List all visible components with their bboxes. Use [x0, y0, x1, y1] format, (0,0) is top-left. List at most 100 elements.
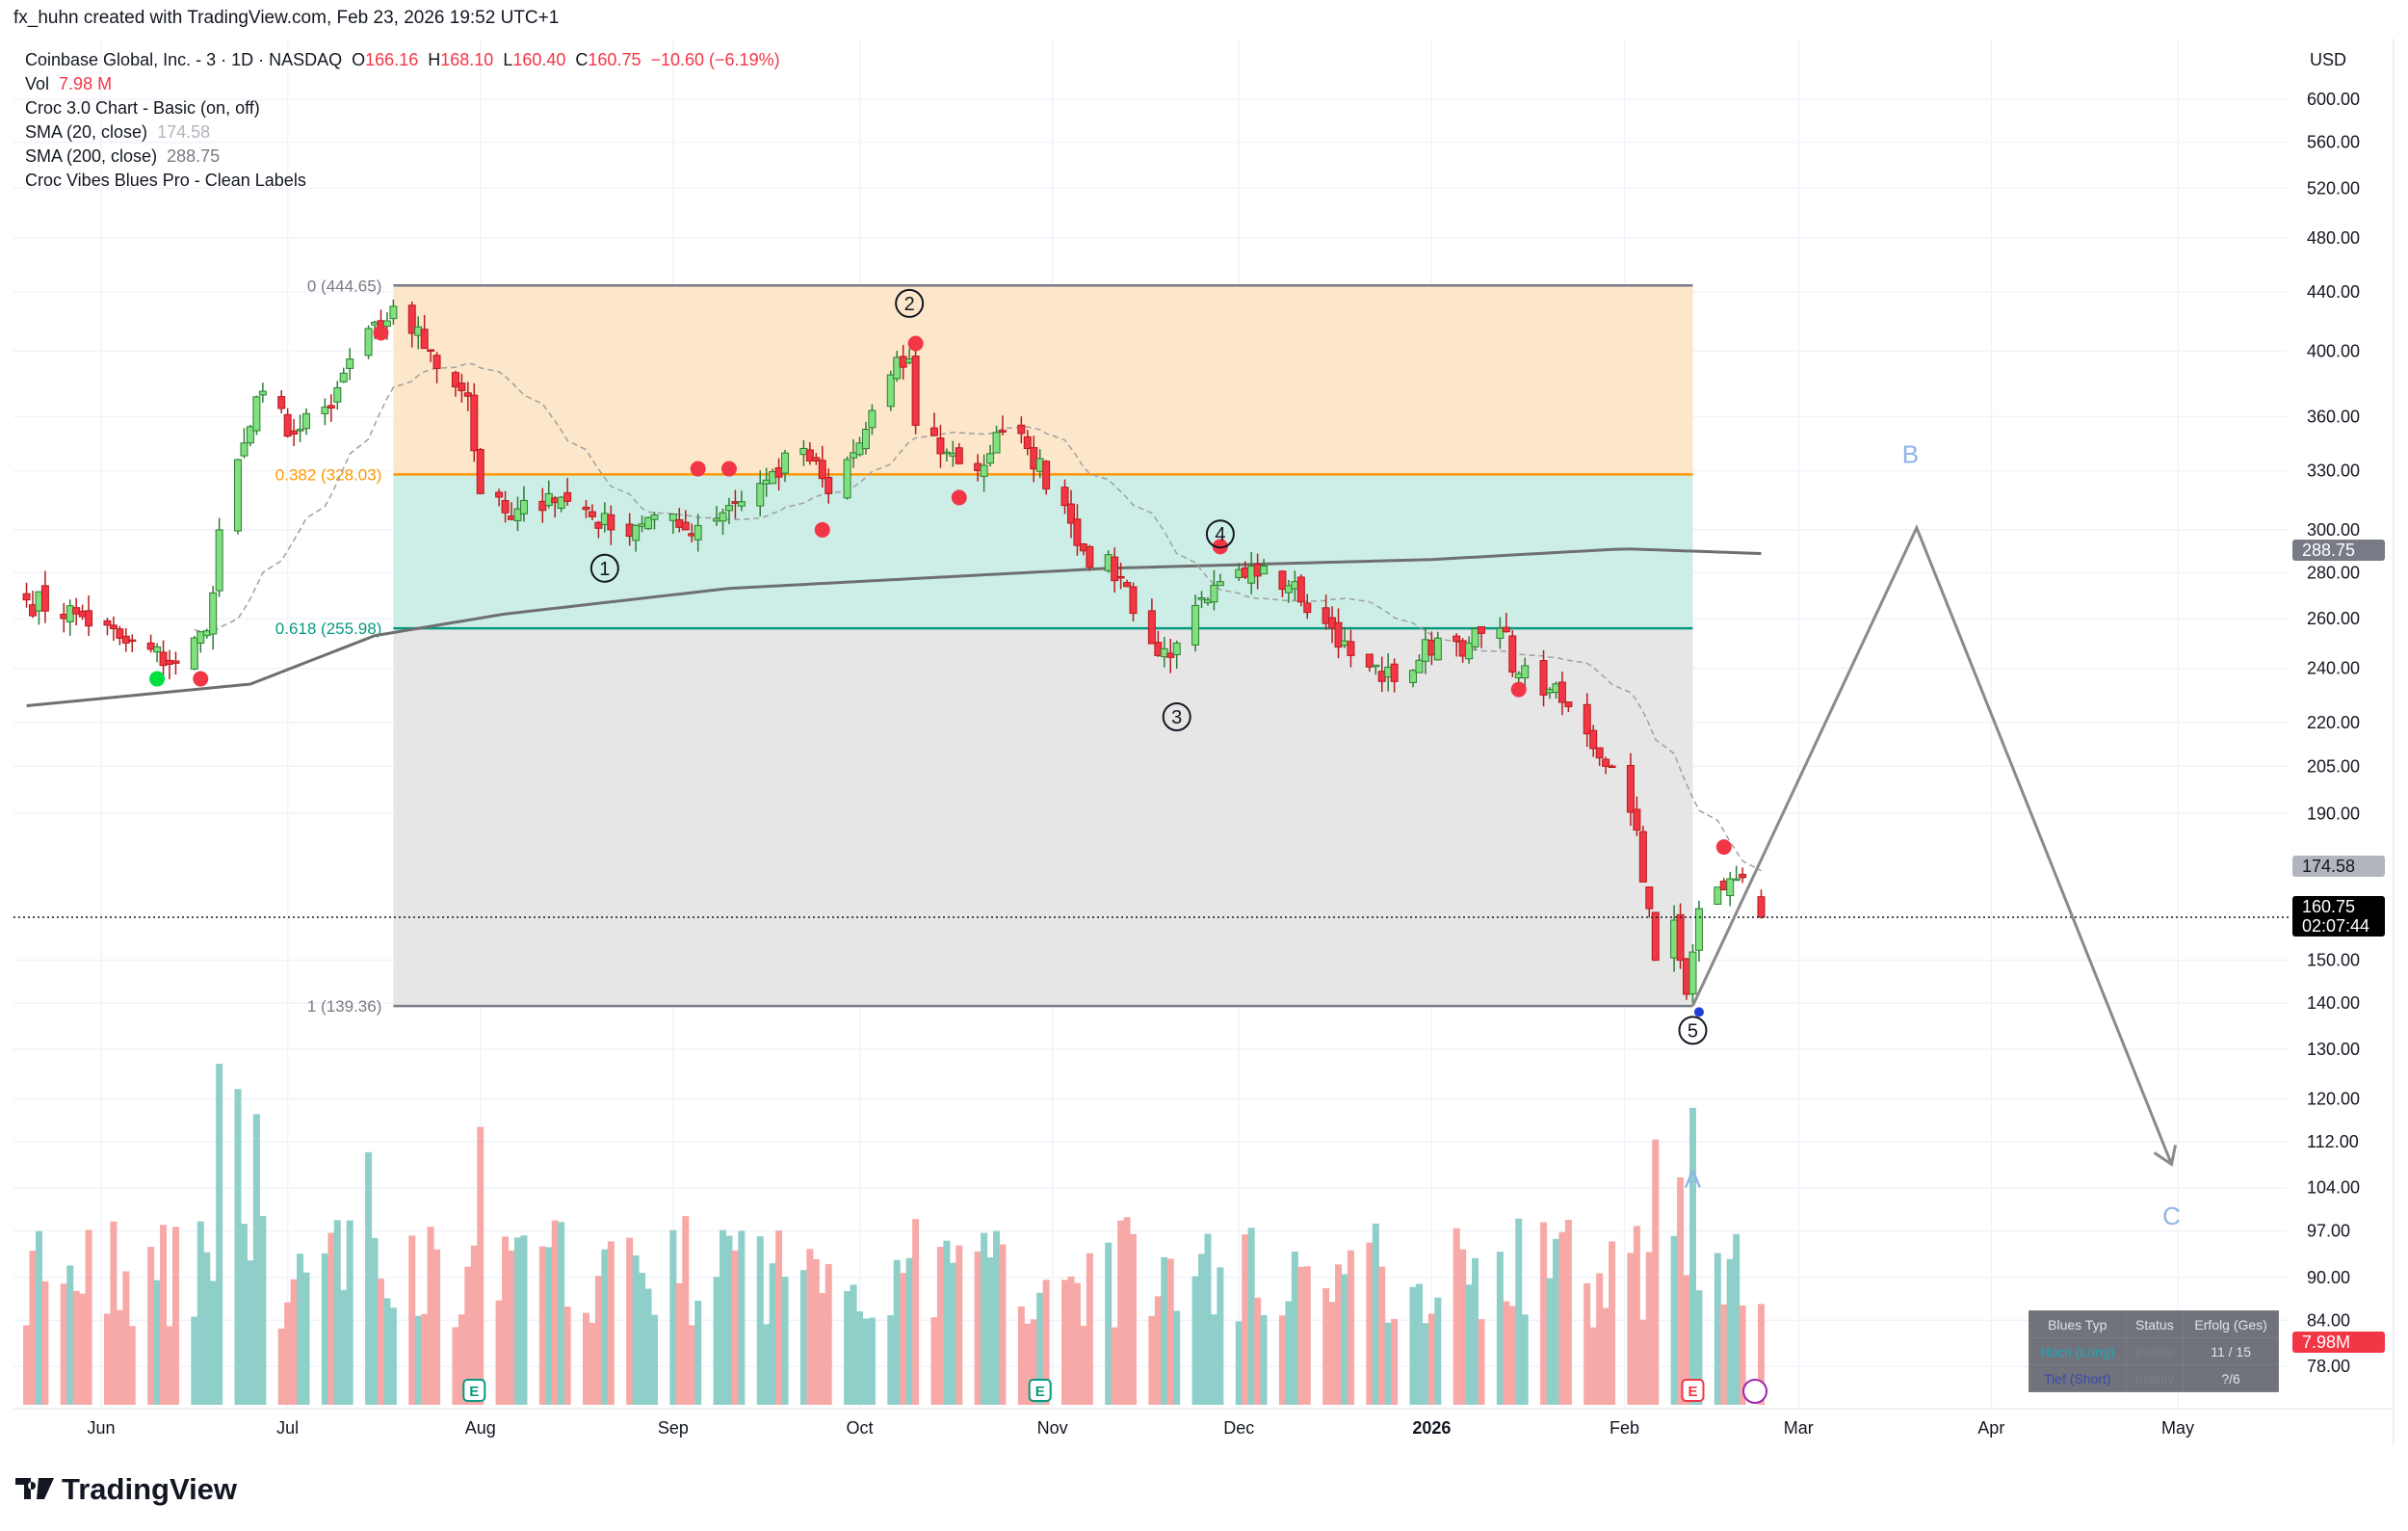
volume-bar — [738, 1230, 746, 1405]
bar-countdown: 02:07:44 — [2302, 916, 2370, 936]
candle-body — [713, 517, 721, 522]
candle — [28, 591, 37, 619]
candle-body — [737, 501, 746, 507]
volume-bar — [1242, 1234, 1249, 1405]
symbol-ohlc-row[interactable]: Coinbase Global, Inc. - 3 · 1D · NASDAQ … — [25, 48, 780, 72]
candle-body — [463, 392, 472, 397]
candle — [85, 594, 93, 636]
tradingview-logo[interactable]: TradingView — [15, 1472, 237, 1507]
earnings-icon[interactable]: E — [1028, 1379, 1052, 1402]
currency-label[interactable]: USD — [2310, 50, 2347, 69]
candle-body — [1726, 878, 1735, 897]
volume-bar — [1478, 1319, 1485, 1405]
indicator-croc-vibes[interactable]: Croc Vibes Blues Pro - Clean Labels — [25, 171, 306, 190]
candle-body — [769, 471, 777, 485]
candle-body — [781, 452, 790, 474]
sma200-label: SMA (200, close) — [25, 146, 158, 166]
volume-bar — [713, 1277, 720, 1405]
volume-bar — [1024, 1323, 1032, 1405]
candle-body — [240, 442, 249, 457]
volume-bar — [23, 1325, 31, 1405]
sma200-price-tag: 288.75 — [2292, 540, 2385, 561]
candle-body — [327, 405, 335, 409]
volume-bar — [1173, 1310, 1181, 1405]
volume-bar — [1609, 1241, 1616, 1405]
volume-bar — [1465, 1284, 1473, 1405]
candle-body — [1415, 659, 1424, 673]
volume-bar — [688, 1325, 695, 1405]
candle-body — [1166, 652, 1175, 658]
candle-body — [986, 453, 995, 464]
time-tick-label: Dec — [1223, 1418, 1254, 1438]
candle-body — [1377, 671, 1386, 682]
volume-bar — [408, 1235, 416, 1405]
tradingview-logo-icon — [15, 1478, 54, 1499]
candle-body — [290, 430, 299, 436]
candle — [252, 395, 261, 436]
earnings-icon[interactable]: E — [462, 1379, 486, 1402]
candle — [470, 383, 479, 462]
volume-bar — [1391, 1318, 1399, 1405]
indicator-croc-chart[interactable]: Croc 3.0 Chart - Basic (on, off) — [25, 98, 260, 118]
volume-bar — [1564, 1220, 1572, 1405]
signal-dot — [951, 489, 967, 506]
price-tick-label: 400.00 — [2307, 342, 2360, 361]
candle-body — [1421, 639, 1429, 662]
price-tick-label: 97.00 — [2307, 1222, 2350, 1241]
volume-bar — [582, 1312, 589, 1405]
candle — [1465, 636, 1474, 664]
candle-body — [1322, 607, 1330, 624]
candle-body — [1247, 566, 1256, 584]
candle-body — [1521, 665, 1530, 679]
time-tick-label: Sep — [658, 1418, 689, 1438]
volume-bar — [1757, 1304, 1765, 1405]
candle-body — [861, 429, 870, 450]
candle-body — [1514, 673, 1523, 679]
volume-bar — [999, 1244, 1007, 1405]
volume-bar — [1042, 1280, 1050, 1405]
candle-body — [60, 613, 68, 620]
candle-body — [40, 585, 49, 612]
volume-bar — [819, 1293, 826, 1405]
volume-legend[interactable]: Vol 7.98 M — [25, 72, 780, 96]
earnings-icon[interactable]: E — [1681, 1379, 1705, 1402]
candle-body — [1160, 647, 1168, 658]
candle-body — [1172, 642, 1181, 655]
candle-body — [1651, 911, 1660, 962]
candle-body — [495, 491, 504, 498]
indicator-sma200[interactable]: SMA (200, close) 288.75 — [25, 145, 780, 169]
volume-bar — [60, 1283, 67, 1405]
wave-label: 5 — [1688, 1020, 1698, 1042]
price-tick-label: 78.00 — [2307, 1357, 2350, 1376]
candle-body — [116, 628, 124, 639]
candle-body — [762, 479, 771, 485]
candle — [346, 348, 354, 381]
candle-body — [1291, 581, 1299, 590]
price-tick-label: 190.00 — [2307, 804, 2360, 823]
indicator-sma20[interactable]: SMA (20, close) 174.58 — [25, 120, 780, 145]
candle-body — [420, 329, 429, 350]
candle — [694, 514, 702, 552]
candle — [805, 441, 814, 465]
candle-body — [78, 610, 87, 618]
candle-body — [302, 412, 311, 430]
candle-body — [936, 437, 945, 455]
volume-bar — [856, 1311, 864, 1405]
wave-circle — [1678, 1016, 1708, 1045]
candle-body — [868, 409, 877, 429]
candle-body — [688, 533, 696, 537]
candle — [1557, 672, 1566, 716]
candle — [40, 570, 49, 623]
candle — [1564, 701, 1573, 712]
candle — [812, 453, 821, 465]
candle — [1714, 886, 1722, 906]
candle-body — [458, 383, 466, 392]
candle-body — [1372, 664, 1380, 668]
fib-zone — [393, 628, 1693, 1007]
volume-bar — [216, 1064, 223, 1405]
volume-bar — [930, 1317, 938, 1405]
candle-body — [65, 605, 74, 622]
candle — [1111, 547, 1119, 593]
volume-bar — [1670, 1235, 1678, 1405]
